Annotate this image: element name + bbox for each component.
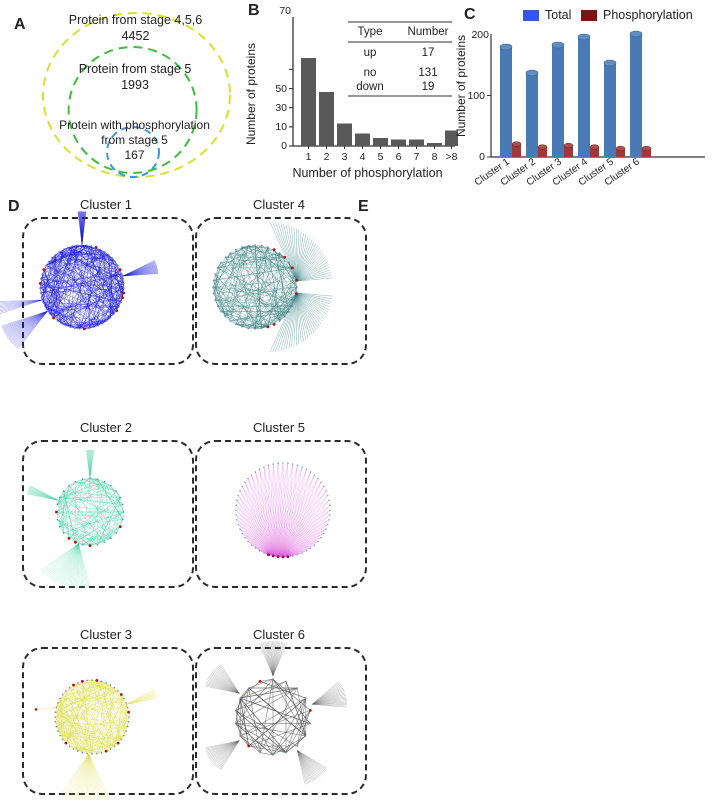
svg-text:200: 200 bbox=[471, 29, 489, 41]
svg-text:6: 6 bbox=[396, 151, 402, 163]
svg-text:131: 131 bbox=[418, 67, 437, 79]
svg-text:Number: Number bbox=[408, 26, 449, 38]
svg-text:5: 5 bbox=[378, 151, 384, 163]
svg-text:0: 0 bbox=[479, 151, 485, 163]
svg-text:17: 17 bbox=[422, 47, 435, 59]
svg-text:7: 7 bbox=[414, 151, 420, 163]
svg-text:70: 70 bbox=[279, 5, 291, 17]
svg-text:0: 0 bbox=[281, 140, 287, 152]
svg-text:Type: Type bbox=[358, 26, 383, 38]
svg-text:1: 1 bbox=[306, 151, 312, 163]
svg-text:8: 8 bbox=[432, 151, 438, 163]
svg-text:3: 3 bbox=[342, 151, 348, 163]
svg-text:19: 19 bbox=[422, 81, 435, 93]
svg-text:no: no bbox=[364, 67, 377, 79]
svg-text:2: 2 bbox=[324, 151, 330, 163]
svg-text:50: 50 bbox=[275, 83, 287, 95]
svg-text:10: 10 bbox=[275, 121, 287, 133]
svg-text:100: 100 bbox=[467, 90, 485, 102]
svg-text:4: 4 bbox=[360, 151, 366, 163]
svg-text:down: down bbox=[356, 81, 384, 93]
svg-text:30: 30 bbox=[275, 102, 287, 114]
svg-text:up: up bbox=[364, 47, 377, 59]
